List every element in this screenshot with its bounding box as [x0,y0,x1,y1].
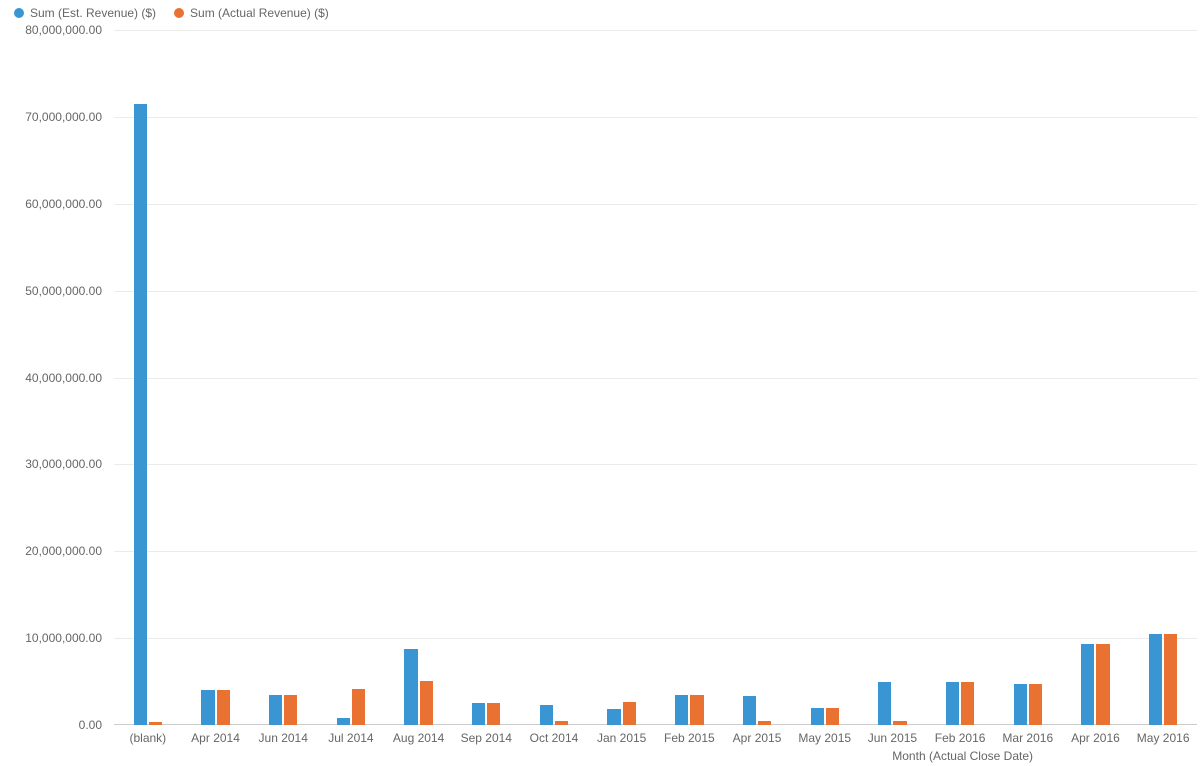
bar[interactable] [1029,684,1042,725]
legend-item[interactable]: Sum (Actual Revenue) ($) [174,6,329,20]
bar[interactable] [826,708,839,725]
gridline [114,30,1197,31]
gridline [114,378,1197,379]
bar[interactable] [555,721,568,725]
gridline [114,117,1197,118]
bar[interactable] [404,649,417,725]
x-tick-label: Jul 2014 [328,731,373,745]
bar[interactable] [1164,634,1177,725]
bar[interactable] [675,695,688,725]
bar[interactable] [1149,634,1162,725]
bar[interactable] [946,682,959,725]
bar[interactable] [690,695,703,725]
bar[interactable] [337,718,350,725]
y-tick-label: 30,000,000.00 [0,457,102,471]
x-tick-label: May 2015 [798,731,851,745]
x-tick-label: May 2016 [1137,731,1190,745]
gridline [114,204,1197,205]
bar[interactable] [1081,644,1094,725]
x-tick-label: Oct 2014 [530,731,579,745]
legend-item[interactable]: Sum (Est. Revenue) ($) [14,6,156,20]
bar[interactable] [811,708,824,725]
x-tick-label: Sep 2014 [461,731,512,745]
bar[interactable] [1014,684,1027,725]
bar[interactable] [743,696,756,725]
y-tick-label: 50,000,000.00 [0,284,102,298]
bar[interactable] [284,695,297,725]
y-tick-label: 80,000,000.00 [0,23,102,37]
bar[interactable] [217,690,230,725]
gridline [114,291,1197,292]
bar[interactable] [540,705,553,725]
legend-swatch-icon [14,8,24,18]
bar[interactable] [758,721,771,725]
gridline [114,638,1197,639]
x-tick-label: Jun 2014 [259,731,308,745]
bar[interactable] [269,695,282,725]
y-tick-label: 10,000,000.00 [0,631,102,645]
bar[interactable] [607,709,620,725]
x-tick-label: Jan 2015 [597,731,646,745]
x-tick-label: Feb 2015 [664,731,715,745]
bar[interactable] [201,690,214,725]
x-tick-label: Apr 2015 [733,731,782,745]
x-axis-title: Month (Actual Close Date) [892,749,1033,763]
legend-label: Sum (Actual Revenue) ($) [190,6,329,20]
x-tick-label: Mar 2016 [1002,731,1053,745]
bar[interactable] [878,682,891,725]
bar[interactable] [420,681,433,725]
y-tick-label: 20,000,000.00 [0,544,102,558]
bar[interactable] [1096,644,1109,725]
plot-area [114,30,1197,725]
y-tick-label: 0.00 [0,718,102,732]
legend-swatch-icon [174,8,184,18]
revenue-bar-chart: Sum (Est. Revenue) ($) Sum (Actual Revenu… [0,0,1203,766]
bar[interactable] [961,682,974,725]
x-tick-label: (blank) [130,731,167,745]
y-tick-label: 70,000,000.00 [0,110,102,124]
bar[interactable] [352,689,365,725]
bar[interactable] [893,721,906,725]
chart-legend: Sum (Est. Revenue) ($) Sum (Actual Revenu… [14,6,329,20]
legend-label: Sum (Est. Revenue) ($) [30,6,156,20]
x-tick-label: Apr 2014 [191,731,240,745]
y-tick-label: 60,000,000.00 [0,197,102,211]
bar[interactable] [623,702,636,725]
gridline [114,551,1197,552]
x-tick-label: Feb 2016 [935,731,986,745]
x-tick-label: Jun 2015 [868,731,917,745]
bar[interactable] [487,703,500,725]
bar[interactable] [134,104,147,725]
x-tick-label: Aug 2014 [393,731,444,745]
gridline [114,464,1197,465]
y-tick-label: 40,000,000.00 [0,371,102,385]
bar[interactable] [472,703,485,725]
bar[interactable] [149,722,162,725]
x-tick-label: Apr 2016 [1071,731,1120,745]
